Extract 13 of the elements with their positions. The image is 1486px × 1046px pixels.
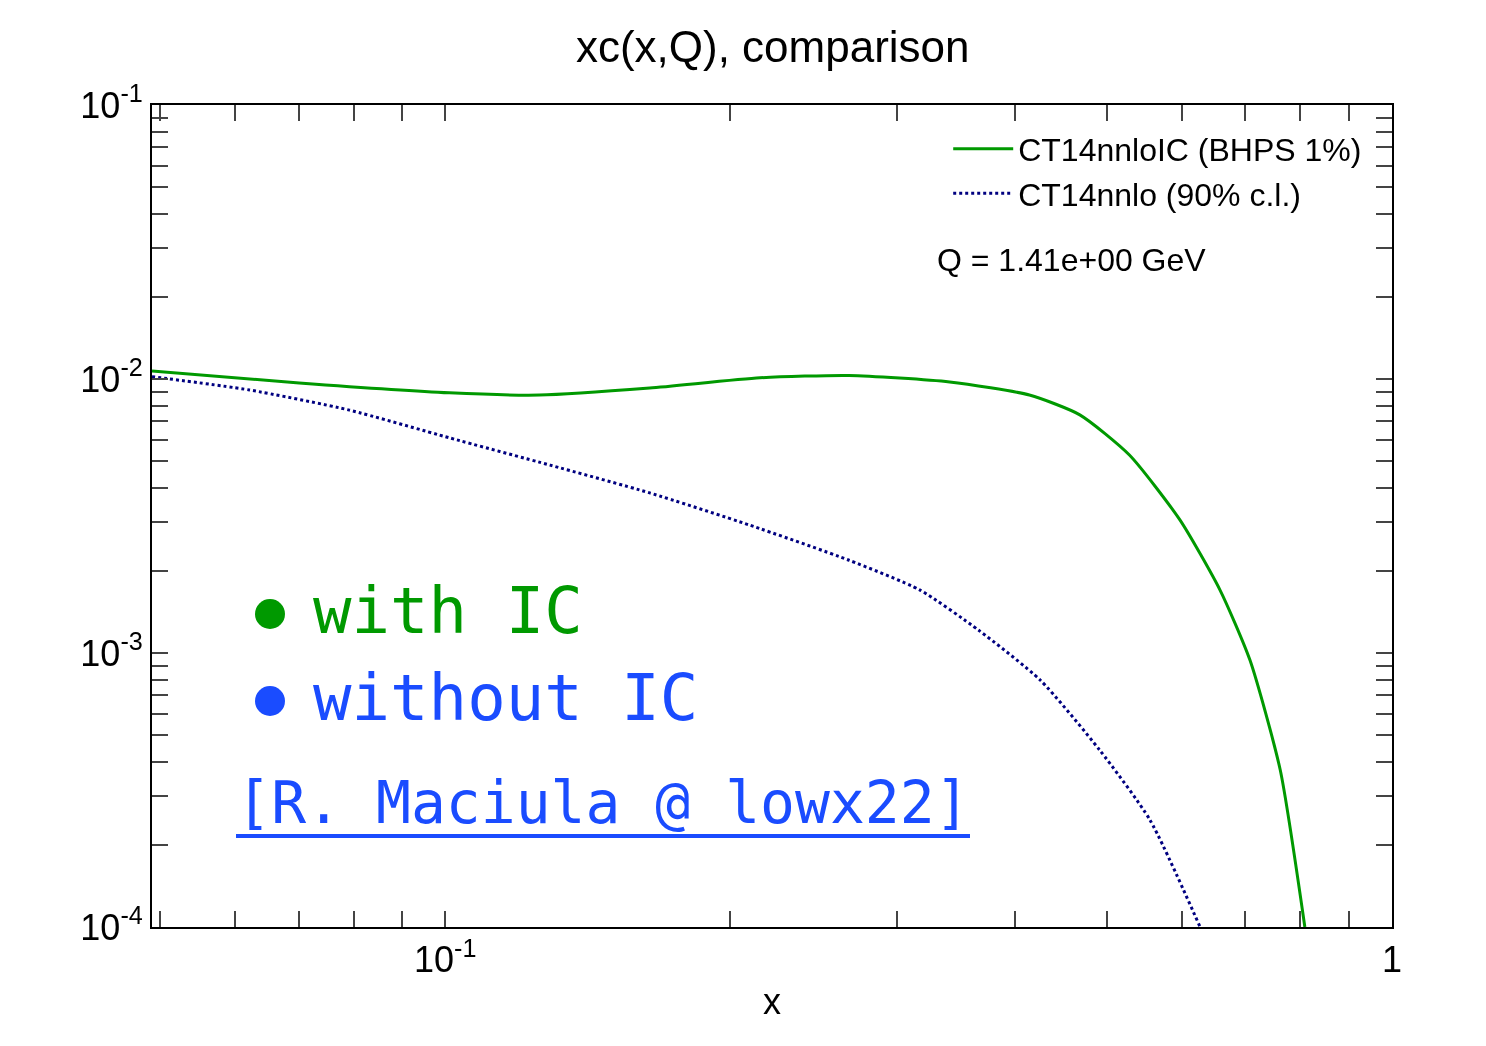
chart-title: xc(x,Q), comparison bbox=[575, 22, 970, 72]
y-tick-label: 10$^{-3}$ bbox=[80, 627, 143, 674]
x-axis-title: x bbox=[763, 981, 781, 1023]
annotation: with IC bbox=[313, 574, 583, 648]
annotation: [R. Maciula @ lowx22] bbox=[236, 769, 970, 839]
x-tick-label: 1 bbox=[1381, 939, 1403, 981]
annotation: without IC bbox=[313, 661, 699, 735]
y-tick-label: 10$^{-2}$ bbox=[80, 353, 143, 400]
legend-label: CT14nnloIC (BHPS 1%) bbox=[1018, 132, 1362, 169]
y-tick-label: 10$^{-1}$ bbox=[80, 79, 143, 126]
legend-label: CT14nnlo (90% c.l.) bbox=[1018, 176, 1301, 213]
y-tick-label: 10$^{-4}$ bbox=[80, 901, 143, 948]
annotation: Q = 1.41e+00 GeV bbox=[937, 242, 1207, 278]
